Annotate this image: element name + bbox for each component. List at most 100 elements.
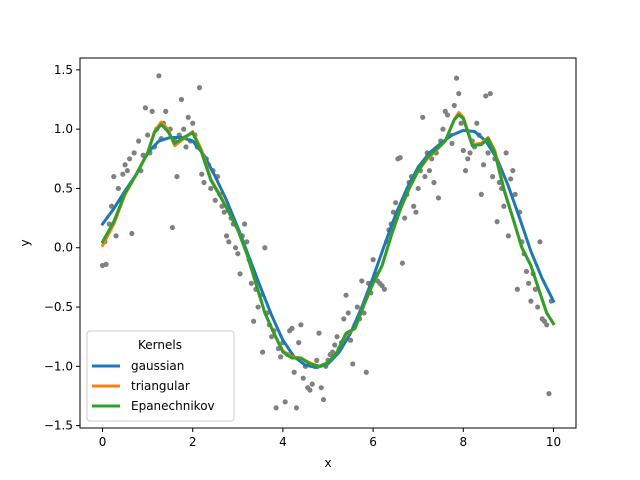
scatter-point-93: [314, 357, 320, 364]
scatter-point-77: [278, 354, 284, 360]
scatter-point-41: [196, 85, 203, 91]
scatter-point-65: [251, 318, 257, 324]
y-axis-label: y: [18, 239, 32, 246]
scatter-point-36: [185, 114, 191, 120]
scatter-point-79: [282, 399, 288, 405]
scatter-point-131: [399, 260, 405, 266]
scatter-point-166: [478, 191, 484, 197]
scatter-point-27: [163, 108, 169, 114]
scatter-point-90: [307, 387, 313, 393]
scatter-point-73: [269, 334, 275, 340]
scatter-point-167: [480, 162, 487, 168]
scatter-point-53: [223, 233, 230, 239]
scatter-point-18: [142, 105, 148, 111]
scatter-point-192: [537, 239, 543, 245]
scatter-point-137: [413, 209, 419, 215]
scatter-point-154: [451, 102, 457, 109]
y-tick-label-4: 0.5: [54, 181, 73, 195]
scatter-point-106: [343, 292, 349, 298]
scatter-point-156: [456, 90, 462, 97]
y-tick-label-1: −1.0: [44, 359, 73, 373]
scatter-point-24: [156, 73, 162, 79]
scatter-point-69: [260, 349, 266, 355]
scatter-point-102: [334, 334, 340, 340]
scatter-point-145: [431, 179, 437, 186]
scatter-point-109: [350, 361, 356, 367]
scatter-point-195: [544, 322, 550, 328]
scatter-point-130: [397, 155, 403, 161]
scatter-point-132: [402, 215, 408, 221]
scatter-point-168: [483, 93, 489, 99]
scatter-point-161: [467, 150, 473, 156]
y-tick-label-5: 1.0: [54, 122, 73, 136]
scatter-point-100: [329, 349, 336, 355]
scatter-point-190: [532, 286, 539, 292]
scatter-point-7: [115, 185, 121, 192]
scatter-point-6: [113, 233, 119, 239]
scatter-point-42: [199, 171, 205, 177]
x-axis-ticks: 0 2 4 6 8 10: [99, 428, 561, 449]
y-tick-label-2: −0.5: [44, 300, 73, 314]
scatter-point-15: [136, 138, 142, 144]
x-axis-label: x: [324, 456, 331, 470]
x-tick-label-2: 4: [279, 435, 287, 449]
scatter-point-180: [510, 168, 516, 174]
scatter-point-31: [174, 173, 180, 180]
scatter-point-13: [129, 230, 135, 237]
line-epanechnikov: [100, 113, 556, 368]
scatter-point-191: [535, 304, 541, 310]
x-tick-label-4: 8: [459, 435, 467, 449]
scatter-point-83: [291, 369, 297, 375]
scatter-point-182: [514, 286, 520, 292]
scatter-point-87: [300, 375, 306, 381]
scatter-point-57: [232, 245, 239, 251]
scatter-point-35: [183, 144, 189, 150]
y-axis-ticks: −1.5 −1.0 −0.5 0.0 0.5 1.0 1.5: [44, 63, 80, 433]
scatter-point-179: [508, 176, 514, 182]
scatter-point-21: [149, 108, 155, 114]
scatter-point-67: [255, 304, 261, 310]
scatter-point-186: [523, 268, 530, 275]
scatter-point-58: [235, 251, 241, 257]
scatter-point-33: [178, 96, 185, 103]
scatter-point-143: [426, 168, 433, 174]
scatter-point-85: [296, 340, 302, 346]
scatter-point-136: [411, 203, 417, 209]
scatter-point-101: [332, 342, 338, 348]
scatter-point-160: [465, 156, 471, 162]
scatter-point-75: [273, 405, 279, 411]
scatter-point-96: [320, 396, 327, 403]
scatter-point-29: [169, 224, 176, 231]
scatter-point-149: [440, 126, 446, 132]
scatter-point-1: [103, 261, 109, 267]
scatter-point-155: [453, 75, 460, 81]
scatter-point-113: [359, 278, 365, 284]
scatter-point-11: [124, 168, 130, 174]
scatter-point-12: [127, 156, 133, 162]
legend-title: Kernels: [138, 338, 182, 352]
scatter-point-128: [393, 200, 399, 206]
scatter-point-34: [181, 126, 187, 132]
plot-frame: [79, 57, 577, 429]
scatter-point-140: [420, 114, 426, 120]
scatter-point-178: [505, 233, 511, 239]
scatter-point-159: [462, 168, 469, 174]
scatter-point-176: [501, 203, 507, 209]
scatter-point-171: [489, 173, 496, 180]
scatter-point-118: [370, 257, 376, 263]
scatter-point-153: [449, 140, 455, 146]
scatter-point-107: [345, 310, 351, 316]
scatter-point-38: [190, 120, 196, 126]
scatter-point-5: [111, 173, 117, 180]
scatter-point-48: [212, 197, 218, 203]
scatter-point-147: [435, 195, 442, 201]
y-tick-label-0: −1.5: [44, 419, 73, 433]
scatter-point-105: [341, 316, 347, 322]
scatter-point-82: [289, 325, 295, 331]
scatter-point-54: [226, 239, 232, 245]
legend: Kernels gaussian triangular Epanechnikov: [86, 330, 235, 422]
scatter-point-52: [221, 209, 227, 215]
legend-box: [86, 330, 235, 422]
line-triangular: [100, 111, 556, 368]
